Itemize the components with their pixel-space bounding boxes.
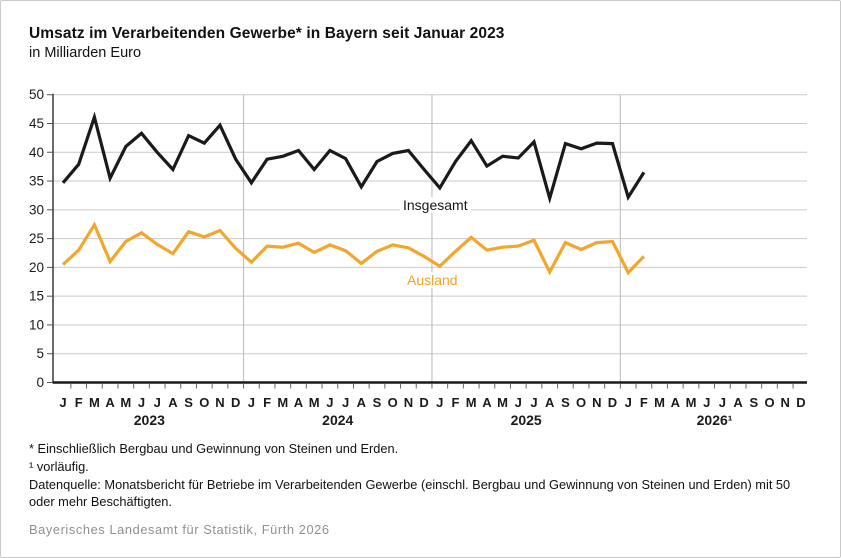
svg-text:D: D xyxy=(608,395,617,410)
svg-text:M: M xyxy=(89,395,100,410)
svg-text:N: N xyxy=(781,395,790,410)
svg-text:M: M xyxy=(466,395,477,410)
svg-text:O: O xyxy=(576,395,586,410)
svg-text:J: J xyxy=(515,395,522,410)
svg-text:N: N xyxy=(215,395,224,410)
svg-text:30: 30 xyxy=(29,202,44,217)
svg-text:J: J xyxy=(326,395,333,410)
svg-text:A: A xyxy=(733,395,743,410)
svg-text:15: 15 xyxy=(29,289,44,304)
svg-text:20: 20 xyxy=(29,260,44,275)
svg-text:N: N xyxy=(404,395,413,410)
footnote-datasource: Datenquelle: Monatsbericht für Betriebe … xyxy=(29,476,791,509)
footnotes-block: * Einschließlich Bergbau und Gewinnung v… xyxy=(29,441,815,512)
svg-text:O: O xyxy=(764,395,774,410)
year-separators xyxy=(242,94,621,383)
svg-text:A: A xyxy=(357,395,367,410)
y-axis-labels: 0 5 10 15 20 25 30 35 40 45 50 xyxy=(29,87,53,390)
svg-text:J: J xyxy=(342,395,349,410)
svg-text:J: J xyxy=(436,395,443,410)
svg-text:F: F xyxy=(452,395,460,410)
chart-subtitle: in Milliarden Euro xyxy=(29,45,142,61)
svg-text:F: F xyxy=(640,395,648,410)
svg-text:M: M xyxy=(277,395,288,410)
footnote-asterisk: * Einschließlich Bergbau und Gewinnung v… xyxy=(29,441,399,456)
svg-text:S: S xyxy=(561,395,570,410)
series-line-insgesamt xyxy=(61,111,646,205)
svg-text:M: M xyxy=(309,395,320,410)
svg-text:J: J xyxy=(719,395,726,410)
chart-title: Umsatz im Verarbeitenden Gewerbe* in Bay… xyxy=(29,25,505,42)
svg-text:40: 40 xyxy=(29,145,44,160)
series-label-insgesamt: Insgesamt xyxy=(400,197,471,213)
svg-text:35: 35 xyxy=(29,174,44,189)
svg-text:A: A xyxy=(545,395,555,410)
svg-text:J: J xyxy=(138,395,145,410)
svg-text:F: F xyxy=(75,395,83,410)
svg-text:D: D xyxy=(796,395,805,410)
footnote-preliminary: ¹ vorläufig. xyxy=(29,458,89,474)
svg-text:J: J xyxy=(703,395,710,410)
svg-text:D: D xyxy=(419,395,428,410)
svg-text:M: M xyxy=(120,395,131,410)
svg-text:0: 0 xyxy=(36,375,44,390)
svg-text:2024: 2024 xyxy=(322,412,353,428)
x-axis-ticks xyxy=(70,383,794,389)
svg-text:2025: 2025 xyxy=(511,412,542,428)
svg-text:F: F xyxy=(263,395,271,410)
svg-text:N: N xyxy=(592,395,601,410)
svg-text:A: A xyxy=(105,395,115,410)
svg-text:J: J xyxy=(530,395,537,410)
gridlines xyxy=(53,94,807,355)
svg-text:25: 25 xyxy=(29,231,44,246)
svg-text:A: A xyxy=(294,395,304,410)
svg-text:A: A xyxy=(482,395,492,410)
series-line-ausland xyxy=(61,221,646,276)
svg-text:45: 45 xyxy=(29,116,44,131)
svg-text:2023: 2023 xyxy=(134,412,165,428)
svg-text:D: D xyxy=(231,395,240,410)
svg-text:S: S xyxy=(749,395,758,410)
series-label-ausland: Ausland xyxy=(404,272,461,288)
svg-text:J: J xyxy=(154,395,161,410)
svg-text:O: O xyxy=(388,395,398,410)
svg-text:A: A xyxy=(671,395,681,410)
svg-text:S: S xyxy=(373,395,382,410)
svg-text:O: O xyxy=(199,395,209,410)
svg-text:J: J xyxy=(248,395,255,410)
svg-text:J: J xyxy=(625,395,632,410)
svg-text:A: A xyxy=(168,395,178,410)
svg-text:J: J xyxy=(59,395,66,410)
svg-text:5: 5 xyxy=(36,346,44,361)
svg-text:M: M xyxy=(497,395,508,410)
svg-text:M: M xyxy=(686,395,697,410)
svg-text:M: M xyxy=(654,395,665,410)
source-line: Bayerisches Landesamt für Statistik, Für… xyxy=(29,522,330,537)
svg-text:S: S xyxy=(184,395,193,410)
svg-text:10: 10 xyxy=(29,317,44,332)
svg-text:2026¹: 2026¹ xyxy=(697,412,733,428)
svg-text:50: 50 xyxy=(29,87,44,102)
